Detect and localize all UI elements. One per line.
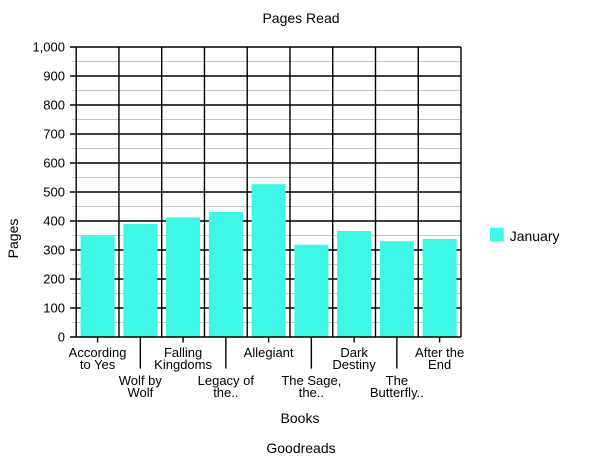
svg-text:Destiny: Destiny — [332, 357, 376, 372]
svg-text:the..: the.. — [299, 385, 324, 400]
svg-text:January: January — [510, 228, 560, 244]
svg-text:the..: the.. — [213, 385, 238, 400]
svg-text:Books: Books — [281, 410, 320, 426]
svg-text:Falling: Falling — [164, 345, 202, 360]
svg-text:1,000: 1,000 — [32, 40, 65, 55]
svg-text:500: 500 — [43, 185, 65, 200]
svg-text:After the: After the — [415, 345, 464, 360]
svg-text:According: According — [69, 345, 127, 360]
svg-text:Allegiant: Allegiant — [244, 345, 294, 360]
svg-text:The: The — [386, 373, 408, 388]
svg-text:700: 700 — [43, 127, 65, 142]
svg-text:400: 400 — [43, 214, 65, 229]
svg-text:End: End — [428, 357, 451, 372]
svg-text:Butterfly..: Butterfly.. — [370, 385, 424, 400]
svg-text:Legacy of: Legacy of — [198, 373, 255, 388]
svg-text:Goodreads: Goodreads — [266, 440, 335, 456]
svg-text:Wolf: Wolf — [127, 385, 153, 400]
svg-text:800: 800 — [43, 98, 65, 113]
svg-text:200: 200 — [43, 272, 65, 287]
svg-text:300: 300 — [43, 243, 65, 258]
svg-text:0: 0 — [58, 330, 65, 345]
svg-text:Dark: Dark — [340, 345, 368, 360]
svg-text:The Sage,: The Sage, — [281, 373, 341, 388]
svg-text:600: 600 — [43, 156, 65, 171]
svg-text:Pages: Pages — [5, 219, 21, 259]
svg-text:to Yes: to Yes — [80, 357, 116, 372]
svg-text:Wolf by: Wolf by — [119, 373, 163, 388]
svg-text:100: 100 — [43, 301, 65, 316]
svg-text:Pages Read: Pages Read — [262, 10, 339, 26]
svg-text:Kingdoms: Kingdoms — [154, 357, 212, 372]
svg-text:900: 900 — [43, 69, 65, 84]
